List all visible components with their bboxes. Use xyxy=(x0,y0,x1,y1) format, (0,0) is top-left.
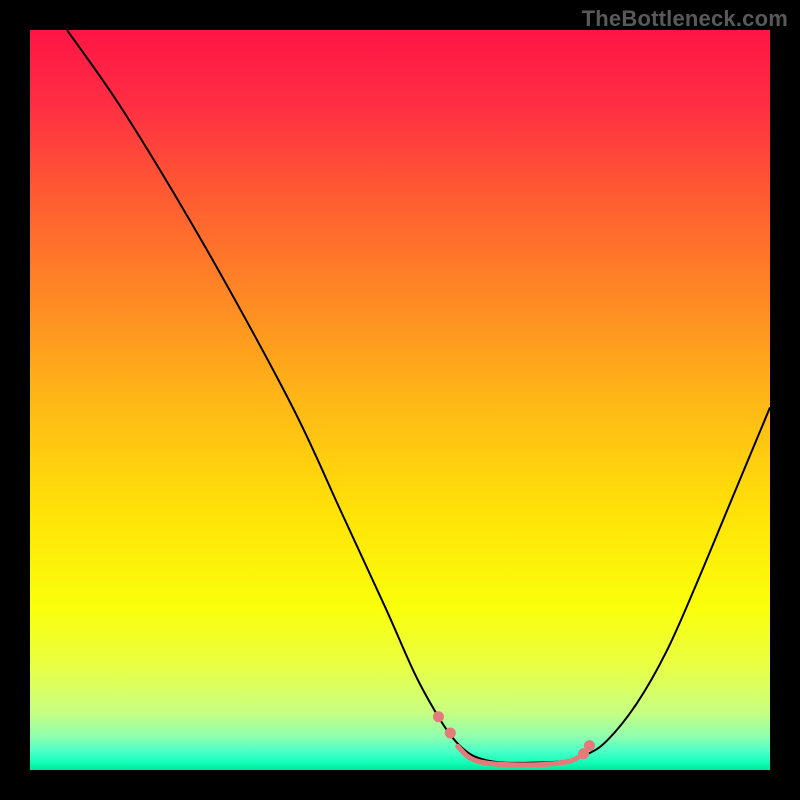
gradient-background xyxy=(30,30,770,770)
highlight-dot xyxy=(433,711,444,722)
chart-svg xyxy=(30,30,770,770)
highlight-dot xyxy=(445,728,456,739)
plot-area xyxy=(30,30,770,770)
watermark-text: TheBottleneck.com xyxy=(582,6,788,32)
figure-frame: TheBottleneck.com xyxy=(0,0,800,800)
highlight-dot xyxy=(584,740,595,751)
